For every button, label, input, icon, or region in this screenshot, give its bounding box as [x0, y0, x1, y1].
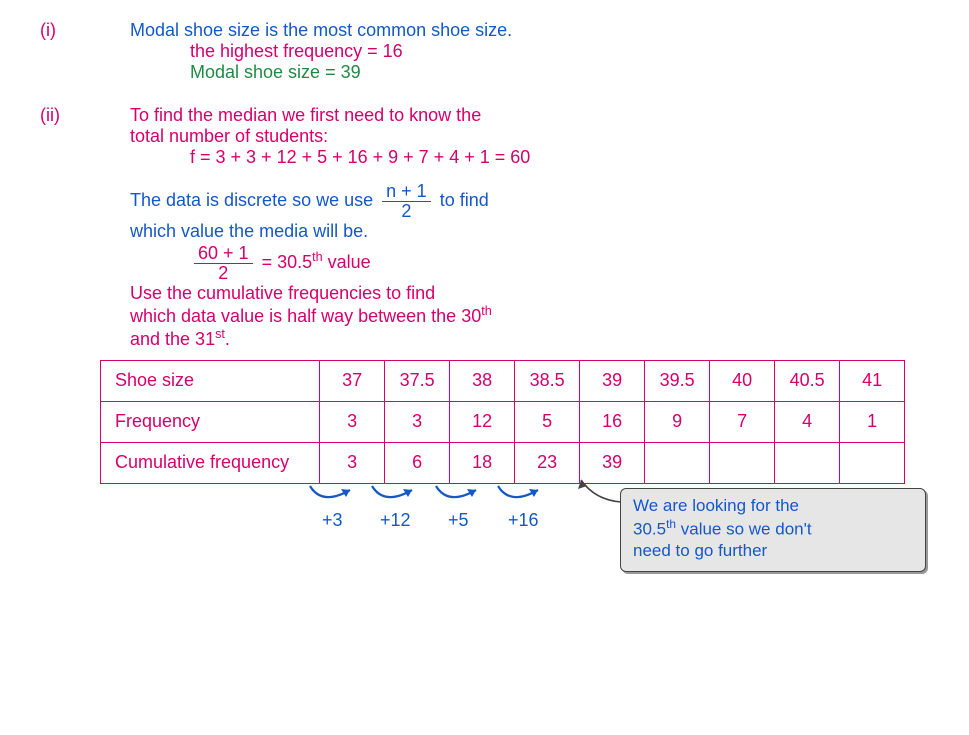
part-i-body: Modal shoe size is the most common shoe … — [130, 20, 929, 83]
part-ii-body: To find the median we first need to know… — [130, 105, 929, 350]
table-row: Cumulative frequency 3 6 18 23 39 — [101, 442, 905, 483]
part-ii-label: (ii) — [40, 105, 130, 126]
cell: 4 — [775, 401, 840, 442]
cell — [645, 442, 710, 483]
cell: 3 — [320, 401, 385, 442]
calc-frac: 60 + 1 2 — [194, 244, 253, 283]
calc-den: 2 — [194, 264, 253, 283]
cell — [710, 442, 775, 483]
cell: 18 — [450, 442, 515, 483]
part-ii-row: (ii) To find the median we first need to… — [40, 105, 929, 350]
note-line1c: value so we don't — [676, 519, 812, 538]
part-ii-intro2: total number of students: — [130, 126, 929, 147]
note-line1a: We are looking for the — [633, 496, 799, 515]
part-i-line1: Modal shoe size is the most common shoe … — [130, 20, 929, 41]
cum3-sup: st — [215, 327, 225, 341]
median-formula-frac: n + 1 2 — [382, 182, 431, 221]
note-box: We are looking for the 30.5th value so w… — [620, 488, 926, 572]
cum2-a: which data value is half way between the… — [130, 306, 481, 326]
arrow-icon — [492, 484, 552, 510]
frequency-table: Shoe size 37 37.5 38 38.5 39 39.5 40 40.… — [100, 360, 905, 484]
arrow-icon — [304, 484, 364, 510]
part-ii-calc: 60 + 1 2 = 30.5th value — [190, 244, 929, 283]
part-i-line3: Modal shoe size = 39 — [190, 62, 929, 83]
cell: 41 — [840, 360, 905, 401]
part-ii-cum3: and the 31st. — [130, 327, 929, 350]
calc-tail: value — [323, 252, 371, 272]
header-cumulative-text: Cumulative frequency — [115, 452, 289, 472]
note-line2: need to go further — [633, 541, 767, 560]
cell: 5 — [515, 401, 580, 442]
cum3-a: and the 31 — [130, 329, 215, 349]
part-ii-intro1: To find the median we first need to know… — [130, 105, 929, 126]
increment-label: +12 — [380, 510, 411, 531]
arrow-icon — [430, 484, 490, 510]
cum2-sup: th — [481, 304, 492, 318]
part-ii-sum: f = 3 + 3 + 12 + 5 + 16 + 9 + 7 + 4 + 1 … — [190, 147, 929, 168]
discrete-text-b: to find — [440, 190, 489, 210]
cell: 9 — [645, 401, 710, 442]
cell: 40 — [710, 360, 775, 401]
calc-num: 60 + 1 — [194, 244, 253, 264]
frac-den: 2 — [382, 202, 431, 221]
cell: 23 — [515, 442, 580, 483]
cell — [840, 442, 905, 483]
header-shoe-size: Shoe size — [101, 360, 320, 401]
cell: 7 — [710, 401, 775, 442]
cell: 37.5 — [385, 360, 450, 401]
part-ii-cum2: which data value is half way between the… — [130, 304, 929, 327]
increment-label: +5 — [448, 510, 469, 531]
cell: 38 — [450, 360, 515, 401]
part-ii-discrete-2: which value the media will be. — [130, 221, 929, 242]
header-frequency: Frequency — [101, 401, 320, 442]
part-i-row: (i) Modal shoe size is the most common s… — [40, 20, 929, 83]
cell: 12 — [450, 401, 515, 442]
cell: 16 — [580, 401, 645, 442]
cell — [775, 442, 840, 483]
cell: 3 — [385, 401, 450, 442]
increment-label: +3 — [322, 510, 343, 531]
cell: 38.5 — [515, 360, 580, 401]
note-pointer-icon — [575, 476, 625, 516]
cell: 39.5 — [645, 360, 710, 401]
part-i-label: (i) — [40, 20, 130, 41]
header-cumulative: Cumulative frequency — [101, 442, 320, 483]
cell: 37 — [320, 360, 385, 401]
cum3-b: . — [225, 329, 230, 349]
frac-num: n + 1 — [382, 182, 431, 202]
note-sup: th — [666, 517, 676, 531]
cell: 40.5 — [775, 360, 840, 401]
part-ii-cum1: Use the cumulative frequencies to find — [130, 283, 929, 304]
arrows-row: +3 +12 +5 +16 We are looking for the 30.… — [100, 484, 929, 574]
cell: 39 — [580, 360, 645, 401]
table-row: Frequency 3 3 12 5 16 9 7 4 1 — [101, 401, 905, 442]
discrete-text-a: The data is discrete so we use — [130, 190, 378, 210]
cell: 1 — [840, 401, 905, 442]
table-row: Shoe size 37 37.5 38 38.5 39 39.5 40 40.… — [101, 360, 905, 401]
part-i-line2: the highest frequency = 16 — [190, 41, 929, 62]
part-ii-discrete-1: The data is discrete so we use n + 1 2 t… — [130, 182, 929, 221]
increment-label: +16 — [508, 510, 539, 531]
cell: 6 — [385, 442, 450, 483]
note-line1b: 30.5 — [633, 519, 666, 538]
calc-sup: th — [312, 250, 323, 264]
arrow-icon — [366, 484, 426, 510]
calc-eq: = 30.5 — [262, 252, 313, 272]
cell: 3 — [320, 442, 385, 483]
